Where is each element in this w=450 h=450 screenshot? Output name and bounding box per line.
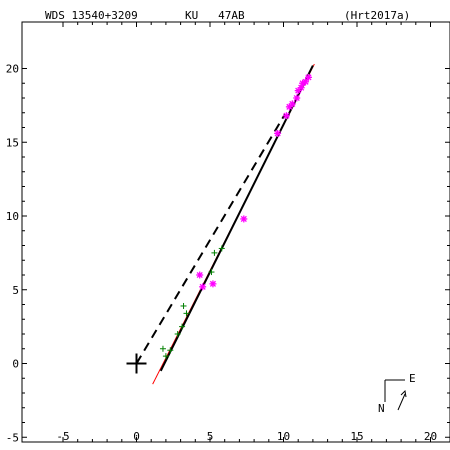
- x-tick-label: 0: [133, 430, 140, 443]
- motion-arrowhead-icon: [400, 389, 407, 398]
- y-tick-label: 20: [6, 63, 19, 76]
- x-tick-label: 5: [207, 430, 214, 443]
- y-tick-label: 5: [12, 284, 19, 297]
- y-tick-label: 10: [6, 210, 19, 223]
- x-tick-label: -5: [56, 430, 69, 443]
- observation-plus-point: [174, 331, 181, 337]
- y-ticks-left: -5 0 5 10 15 20: [6, 63, 27, 444]
- observation-star-point: [199, 283, 207, 291]
- y-tick-label: 15: [6, 136, 19, 149]
- observation-star-point: [288, 100, 296, 108]
- orbit-lines: [135, 63, 315, 385]
- line-of-nodes: [135, 113, 286, 365]
- compass-north-label: N: [378, 402, 385, 415]
- discoverer-designation: KU 47AB: [185, 9, 245, 22]
- y-tick-label: 0: [12, 358, 19, 371]
- observation-star-point: [274, 129, 282, 137]
- observation-star-point: [293, 94, 301, 102]
- observation-plus-point: [162, 353, 169, 360]
- observation-marks: [126, 73, 312, 374]
- observation-star-point: [196, 271, 204, 279]
- x-ticks-top: [62, 22, 431, 27]
- x-tick-label: 15: [350, 430, 363, 443]
- y-tick-label: -5: [6, 431, 19, 444]
- wds-designation: WDS 13540+3209: [45, 9, 138, 22]
- observation-plus-point: [180, 302, 187, 309]
- observation-plus-point: [208, 269, 215, 276]
- compass-east-label: E: [409, 372, 416, 385]
- observation-plus-point: [183, 310, 190, 317]
- plot-frame: [21, 21, 450, 443]
- x-ticks-bottom: -5 0 5 10 15 20: [56, 430, 437, 443]
- reference-code: (Hrt2017a): [344, 9, 411, 22]
- y-ticks-right: [445, 68, 450, 438]
- x-tick-label: 20: [424, 430, 437, 443]
- observation-star-point: [304, 73, 312, 81]
- observation-plus-point: [159, 345, 166, 352]
- motion-arrow-icon: [397, 393, 406, 411]
- x-tick-label: 10: [277, 430, 290, 443]
- apparent-orbit-line: [159, 65, 314, 372]
- primary-star-marker: [126, 353, 147, 374]
- compass-rose: [384, 379, 407, 411]
- observation-plus-point: [179, 323, 186, 330]
- observation-plus-point: [211, 249, 218, 256]
- observation-plus-point: [167, 347, 174, 354]
- observation-star-point: [282, 112, 290, 120]
- observation-plus-point: [218, 245, 225, 252]
- observation-star-point: [240, 215, 248, 223]
- observation-star-point: [209, 280, 217, 288]
